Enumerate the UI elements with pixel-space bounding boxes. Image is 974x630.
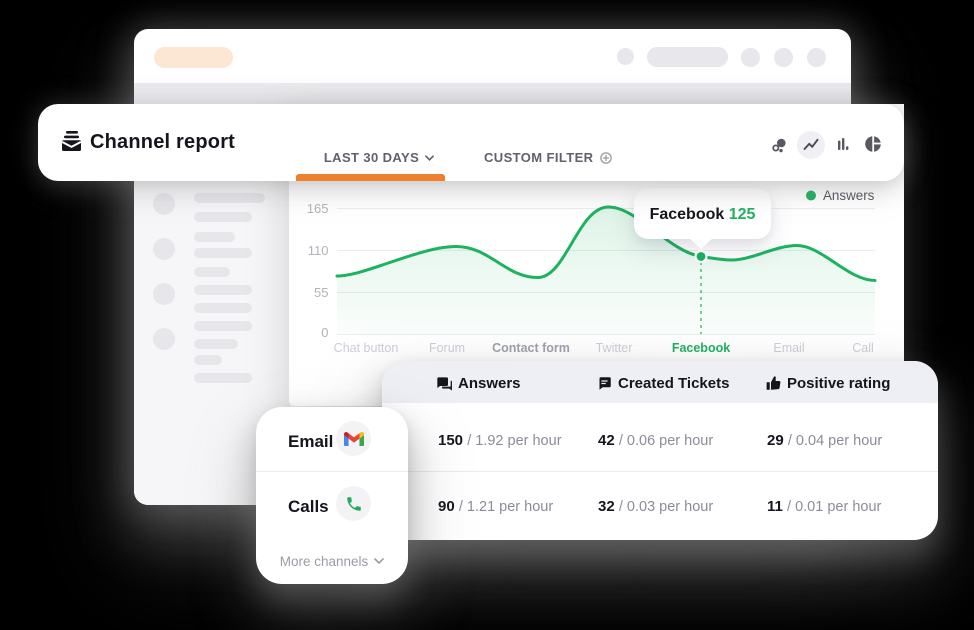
svg-text:Twitter: Twitter bbox=[596, 341, 633, 355]
svg-text:110: 110 bbox=[308, 243, 329, 258]
svg-text:Email: Email bbox=[773, 341, 804, 355]
svg-text:0: 0 bbox=[321, 325, 328, 340]
svg-text:Facebook: Facebook bbox=[672, 341, 730, 355]
svg-text:55: 55 bbox=[314, 285, 328, 300]
svg-text:Answers: Answers bbox=[823, 188, 875, 203]
svg-text:Call: Call bbox=[852, 341, 874, 355]
svg-text:Forum: Forum bbox=[429, 341, 465, 355]
svg-text:165: 165 bbox=[307, 201, 329, 216]
svg-text:Chat button: Chat button bbox=[334, 341, 399, 355]
svg-text:Contact form: Contact form bbox=[492, 341, 570, 355]
